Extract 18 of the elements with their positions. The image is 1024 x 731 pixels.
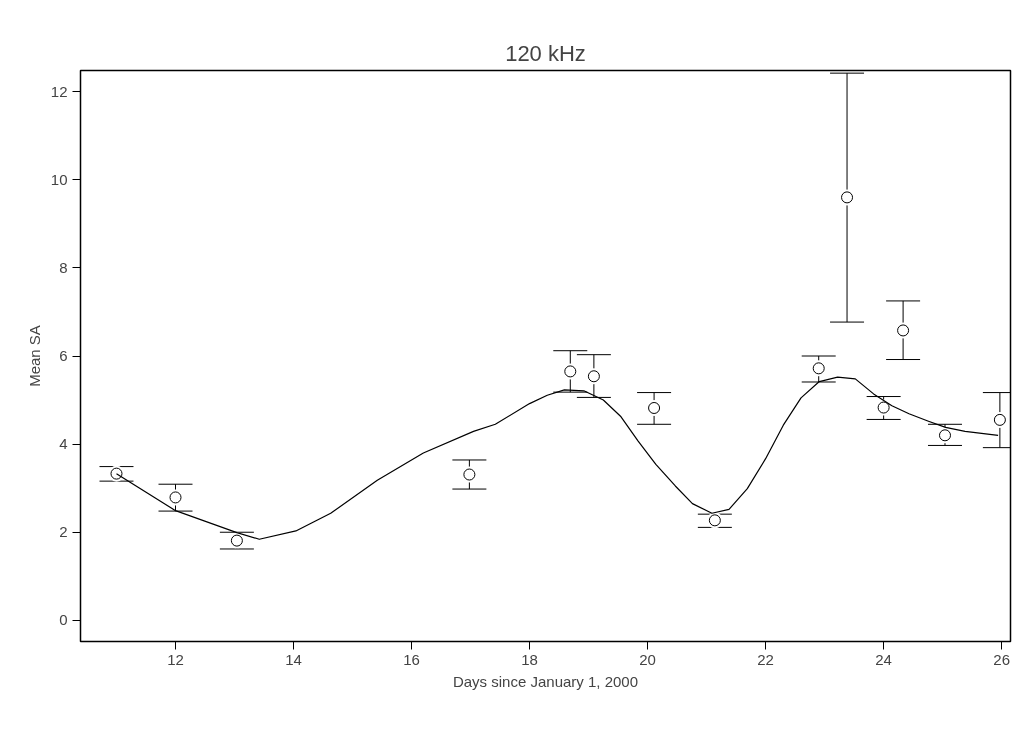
x-tick-label: 26 <box>993 650 1010 668</box>
x-tick-label: 22 <box>757 650 774 668</box>
x-tick-label: 14 <box>285 650 302 668</box>
x-tick-label: 18 <box>521 650 538 668</box>
y-tick-label: 0 <box>59 611 68 629</box>
x-tick-label: 12 <box>167 650 184 668</box>
y-tick-label: 8 <box>59 258 68 276</box>
y-tick-label: 12 <box>50 82 68 100</box>
y-tick-label: 2 <box>59 523 68 541</box>
y-tick-label: 6 <box>59 347 68 364</box>
chart-title: 120 kHz <box>505 40 586 66</box>
x-tick-label: 24 <box>875 650 892 668</box>
y-tick-label: 4 <box>59 435 68 453</box>
y-axis-title: Mean SA <box>25 325 43 387</box>
x-tick-label: 16 <box>403 650 420 668</box>
x-axis-title: Days since January 1, 2000 <box>452 672 639 690</box>
y-tick-label: 10 <box>50 170 68 188</box>
x-tick-label: 20 <box>639 650 656 668</box>
